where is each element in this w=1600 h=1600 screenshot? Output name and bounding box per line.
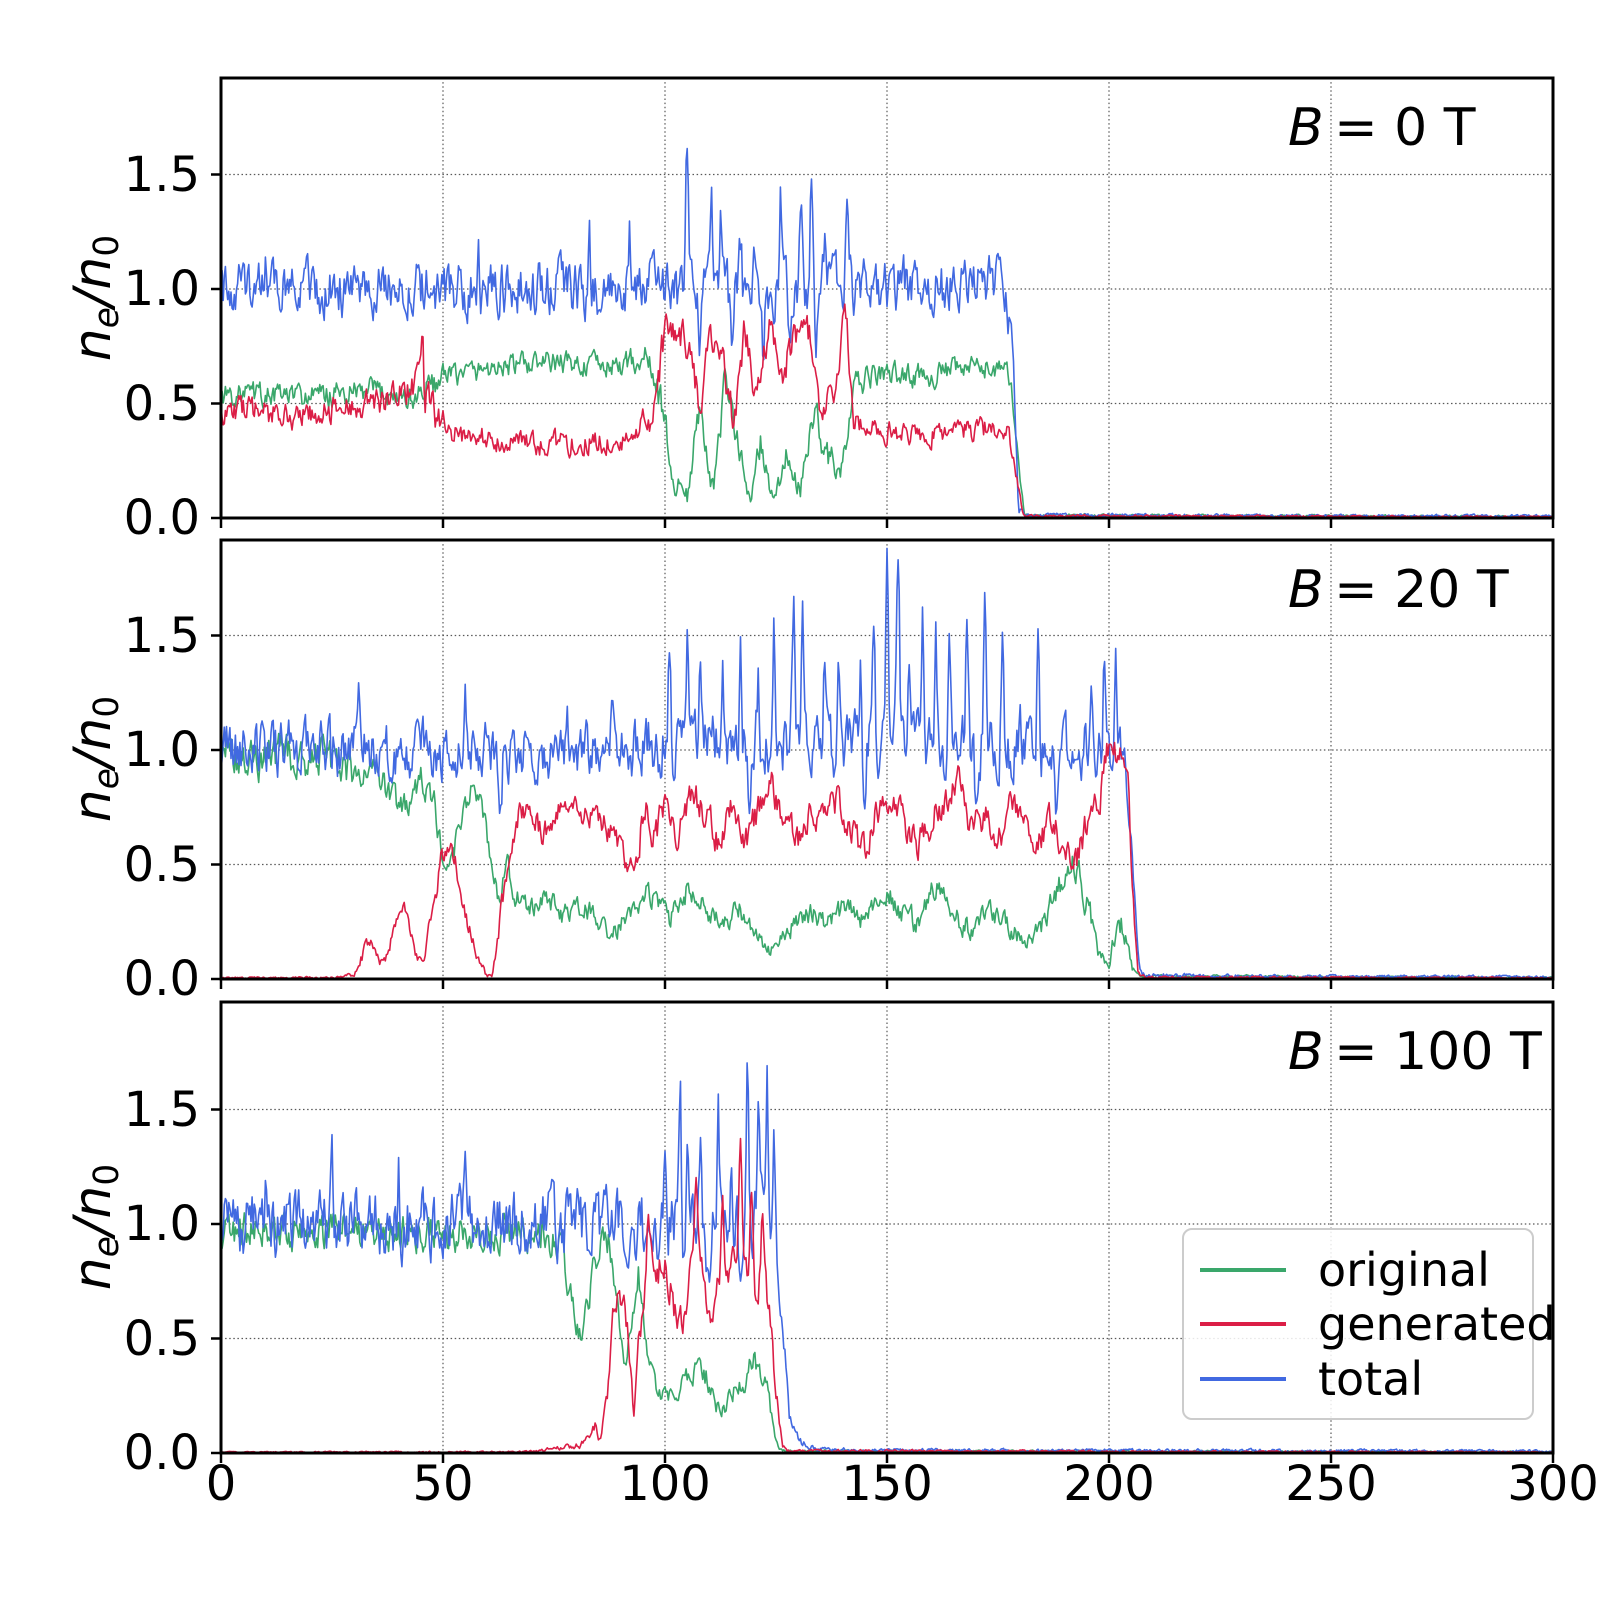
panel-2-spines: [219, 1000, 1555, 1455]
legend-item-original: original: [1184, 1247, 1532, 1293]
legend-item-total: total: [1184, 1356, 1532, 1402]
panel-1-annotation: B = 20 T: [1288, 560, 1509, 620]
panel-0-spines: [219, 76, 1555, 520]
annotation-variable: B: [1288, 560, 1324, 620]
x-tick-label: 200: [1063, 1456, 1155, 1512]
x-tick-label: 100: [619, 1456, 711, 1512]
x-tick-label: 300: [1507, 1456, 1599, 1512]
y-tick-label: 0.0: [123, 1425, 200, 1481]
panel-0-series-generated-line: [220, 303, 1554, 519]
annotation-variable: B: [1288, 98, 1324, 158]
y-tick-label: 0.5: [123, 375, 200, 432]
panel-0-plot-area: [211, 76, 1555, 528]
y-tick-label: 0.0: [123, 951, 200, 1007]
y-tick-label: 0.5: [123, 1310, 200, 1367]
annotation-variable: B: [1288, 1022, 1324, 1082]
legend-label-original: original: [1318, 1242, 1490, 1297]
panel-1-series-generated-line: [220, 741, 1554, 980]
panel-1-series-total-line: [220, 547, 1554, 980]
annotation-value: = 0 T: [1323, 98, 1476, 158]
x-tick-label: 0: [205, 1456, 237, 1512]
panel-0-annotation: B = 0 T: [1288, 98, 1476, 158]
legend-label-generated: generated: [1318, 1297, 1556, 1351]
annotation-value: = 20 T: [1323, 560, 1509, 620]
y-tick-label: 1.5: [123, 146, 200, 203]
y-tick-label: 1.5: [123, 607, 200, 664]
x-tick-label: 250: [1285, 1456, 1377, 1512]
panel-1-spines: [219, 538, 1555, 981]
panel-2-plot-area: [211, 1000, 1555, 1463]
panel-1-plot-area: [211, 538, 1555, 989]
x-tick-label: 150: [841, 1456, 933, 1512]
panel-2-annotation: B = 100 T: [1288, 1022, 1542, 1082]
x-tick-label: 50: [412, 1456, 474, 1512]
y-tick-label: 1.5: [123, 1081, 200, 1138]
y-tick-label: 0.0: [123, 490, 200, 546]
legend-line-swatch-original: [1200, 1267, 1286, 1272]
legend-line-swatch-total: [1200, 1376, 1286, 1381]
legend-box: original generated total: [1182, 1228, 1556, 1420]
y-tick-label: 1.0: [123, 722, 200, 778]
legend-line-swatch-generated: [1200, 1322, 1286, 1326]
y-tick-label: 0.5: [123, 836, 200, 893]
legend-label-total: total: [1318, 1351, 1424, 1406]
y-tick-label: 1.0: [123, 1196, 200, 1252]
annotation-value: = 100 T: [1323, 1022, 1542, 1082]
y-tick-label: 1.0: [123, 261, 200, 317]
legend-item-generated: generated: [1184, 1301, 1556, 1347]
